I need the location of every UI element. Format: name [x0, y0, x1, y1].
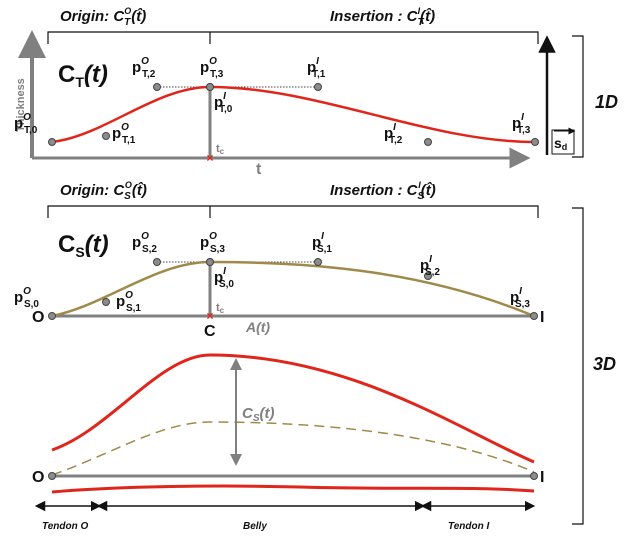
control-point-marker — [48, 138, 56, 146]
middle-right-end-label: I — [540, 309, 544, 326]
top-bracket — [47, 31, 539, 44]
thickness-curve-label: CT(t) — [58, 61, 108, 90]
middle-left-end-label: O — [32, 309, 44, 326]
thickness-curve — [51, 85, 536, 144]
control-point-marker — [153, 83, 161, 91]
tc-label-middle: tc — [216, 302, 225, 315]
control-point-marker — [314, 258, 322, 266]
thickness-axis-label: Thickness — [15, 78, 27, 132]
spine-curve-dashed — [51, 421, 535, 476]
control-point-label: pO S,0 — [14, 286, 39, 310]
top-panel: Origin: CTO(t̂) Insertion : CTI(t̂) Thic… — [14, 6, 618, 178]
middle-insertion-header: Insertion : CSI(t̂) — [330, 180, 436, 202]
control-point-label: pI S,1 — [312, 231, 332, 255]
t-axis-label: t — [256, 161, 262, 178]
top-control-points: pO T,0 pO T,1 pO T,2 pO T,3 pI T,0 pI T,1 pI T,2 pI T,3 — [14, 56, 539, 146]
right-bracket-1d — [572, 35, 584, 158]
bottom-left-end-label: O — [32, 469, 44, 486]
spine-curve-label: CS(t) — [58, 231, 109, 260]
control-point-marker — [314, 83, 322, 91]
tc-marker-top: × — [206, 151, 213, 165]
segment-label-tendon-o: Tendon O — [42, 521, 89, 532]
control-point-label: pI T,0 — [214, 91, 233, 115]
control-point-marker — [424, 138, 432, 146]
control-point-label: pI S,3 — [510, 286, 530, 310]
control-point-label: pO T,2 — [132, 56, 156, 80]
control-point-marker — [102, 298, 110, 306]
bottom-right-end-label: I — [540, 469, 544, 486]
bottom-left-end-point — [48, 472, 56, 480]
control-point-label: pI S,0 — [214, 266, 234, 290]
middle-bracket — [47, 205, 539, 218]
middle-control-points: pO S,0 pO S,1 pO S,2 pO S,3 pI S,0 pI S,1 pI S,2 pI S,3 — [14, 231, 538, 320]
control-point-label: pO T,3 — [200, 56, 224, 80]
control-point-label: pO S,1 — [116, 290, 141, 314]
sd-box — [551, 129, 575, 155]
dimension-label-1d: 1D — [595, 92, 618, 112]
control-point-marker — [102, 132, 110, 140]
control-point-marker — [530, 312, 538, 320]
middle-center-label: C — [204, 323, 216, 340]
control-point-marker — [48, 312, 56, 320]
control-point-label: pI T,3 — [512, 112, 531, 136]
control-point-label: pI T,2 — [384, 122, 403, 146]
spine-curve — [51, 260, 535, 318]
control-point-marker — [206, 83, 214, 91]
sd-label: sd — [554, 135, 567, 152]
bottom-panel: CS(t) O I Tendon O Belly Tendon I 3D — [32, 207, 616, 532]
dimension-label-3d: 3D — [593, 354, 616, 374]
control-point-label: pO T,0 — [14, 112, 38, 136]
top-origin-header: Origin: CTO(t̂) — [60, 6, 146, 28]
tc-label-top: tc — [216, 143, 225, 156]
control-point-marker — [531, 138, 539, 146]
muscle-outline-lower — [51, 484, 535, 494]
control-point-marker — [424, 272, 432, 280]
segment-label-tendon-i: Tendon I — [448, 521, 490, 532]
axis-label-a: A(t) — [245, 319, 270, 335]
control-point-marker — [153, 258, 161, 266]
right-bracket-3d — [572, 207, 584, 525]
bottom-right-end-point — [530, 472, 538, 480]
middle-panel: Origin: CSO(t̂) Insertion : CSI(t̂) A(t)… — [14, 180, 544, 340]
control-point-label: pI S,2 — [420, 254, 440, 278]
control-point-label: pO T,1 — [112, 122, 136, 146]
control-point-label: pO S,2 — [132, 231, 157, 255]
control-point-marker — [206, 258, 214, 266]
control-point-label: pO S,3 — [200, 231, 225, 255]
control-point-label: pI T,1 — [307, 56, 326, 80]
top-insertion-header: Insertion : CTI(t̂) — [330, 6, 435, 28]
middle-origin-header: Origin: CSO(t̂) — [60, 180, 147, 202]
cross-section-label: CS(t) — [242, 405, 275, 424]
muscle-outline-upper — [51, 353, 535, 464]
tc-marker-middle: × — [206, 309, 213, 323]
segment-label-belly: Belly — [243, 521, 267, 532]
